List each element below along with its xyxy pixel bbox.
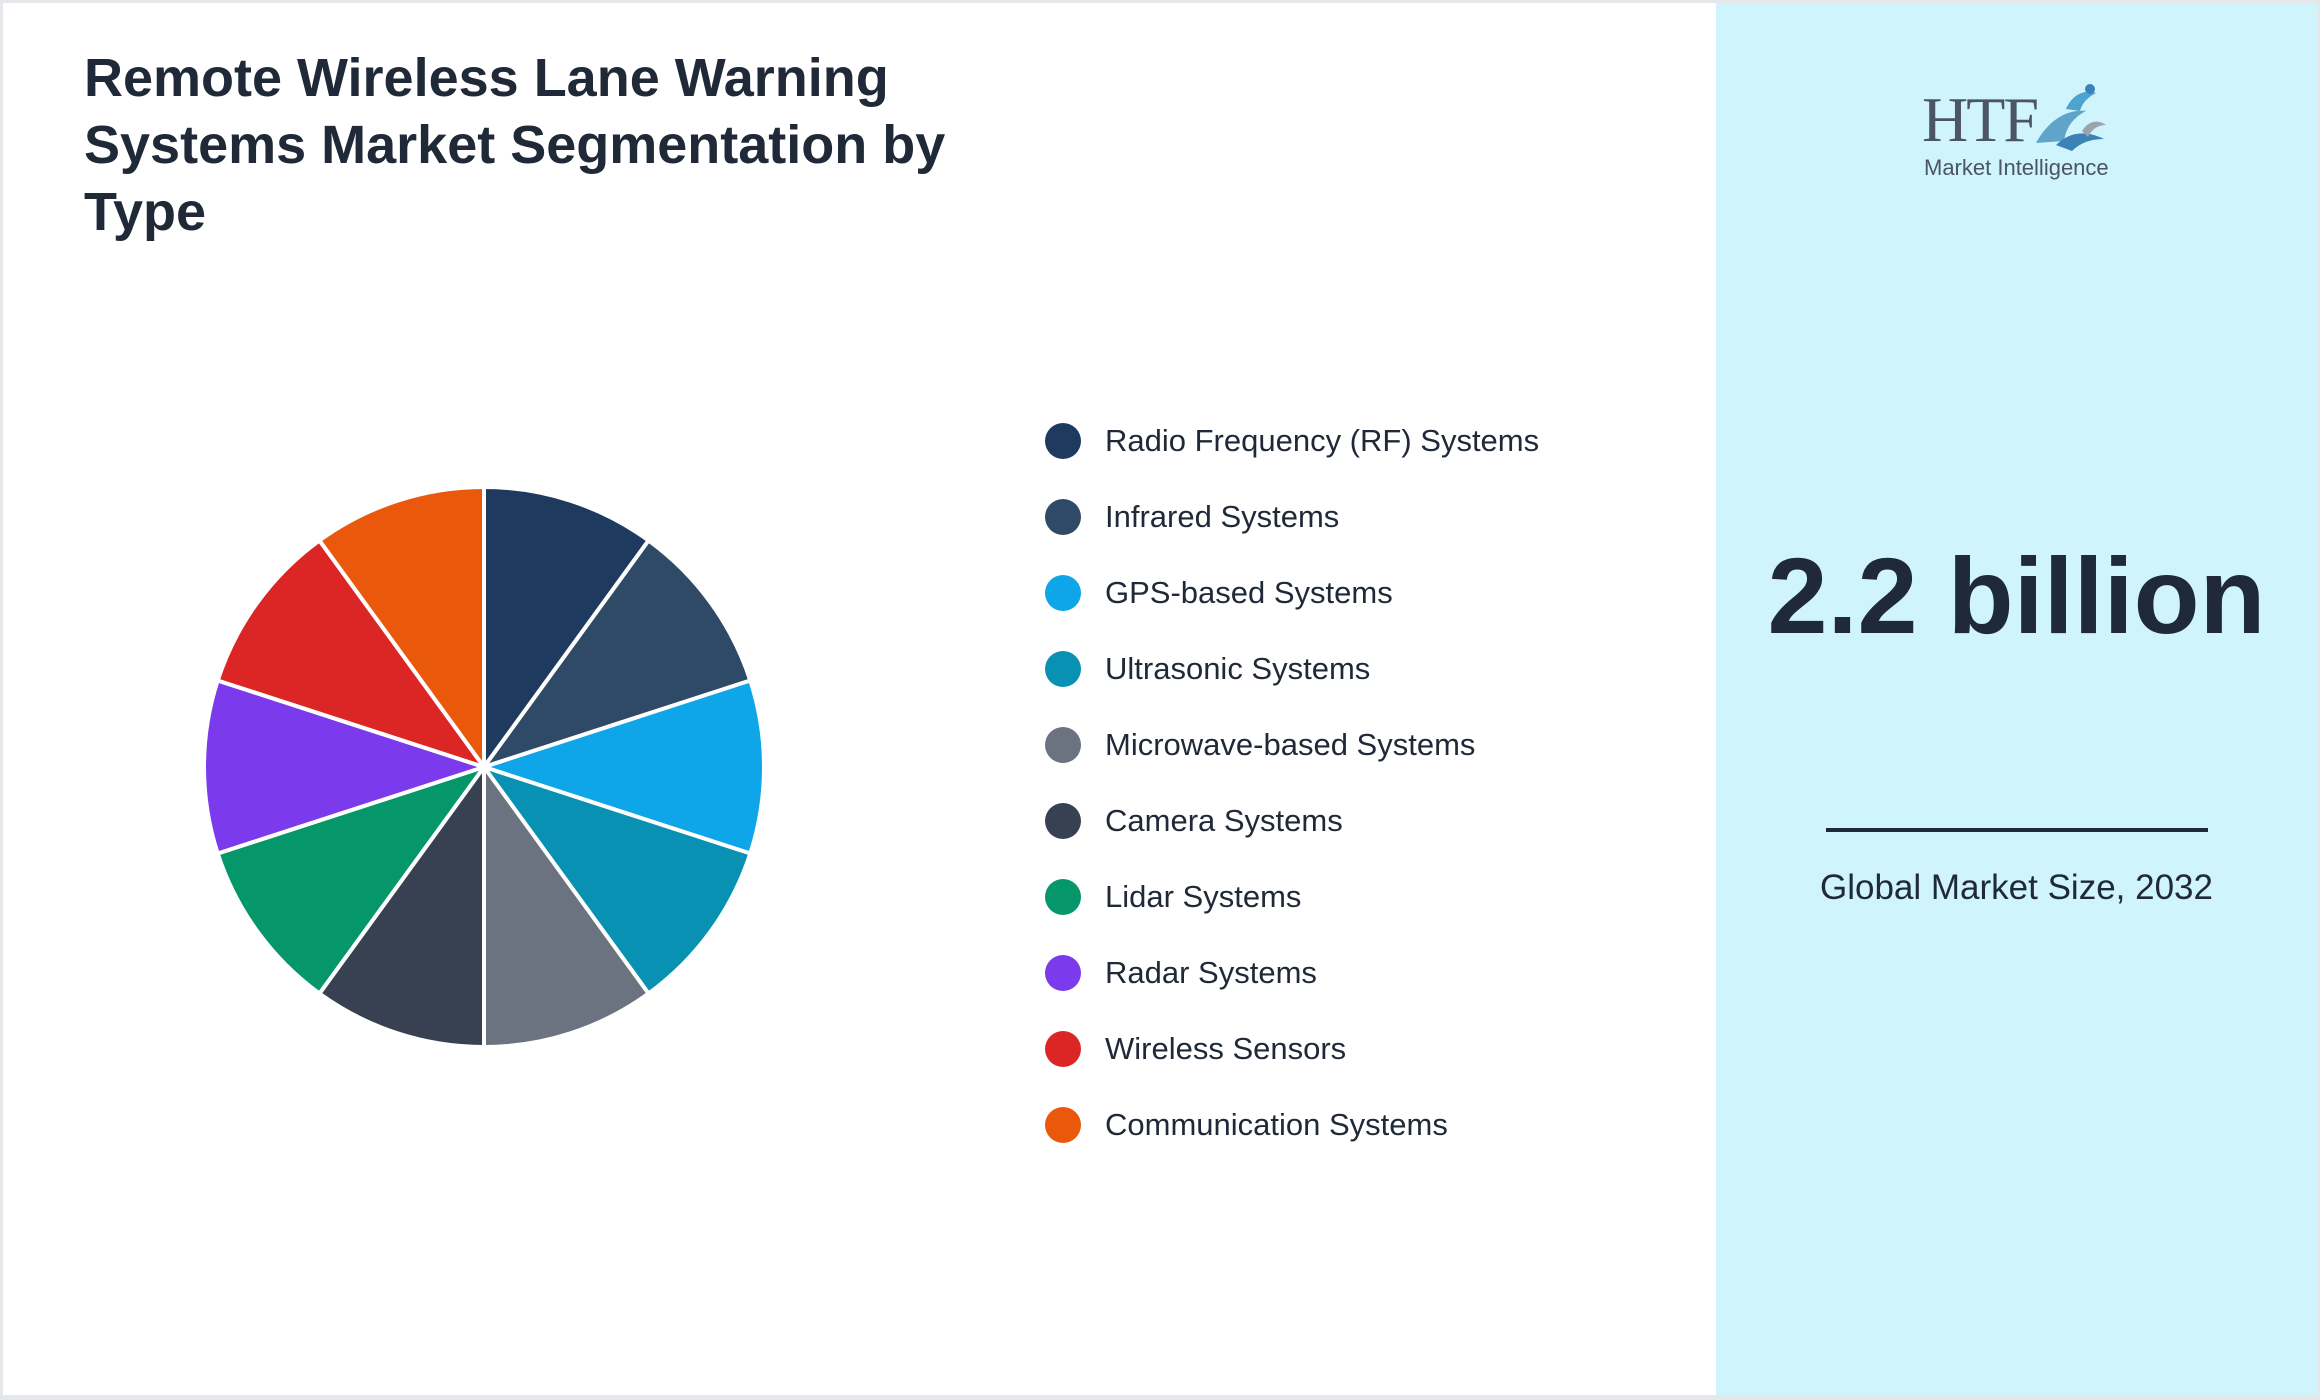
legend-item: Communication Systems: [1045, 1087, 1539, 1163]
logo-subtitle: Market Intelligence: [1924, 155, 2109, 180]
legend-label: Camera Systems: [1105, 803, 1343, 838]
legend-item: Radar Systems: [1045, 935, 1539, 1011]
chart-title: Remote Wireless Lane Warning Systems Mar…: [84, 48, 946, 242]
legend-item: Camera Systems: [1045, 783, 1539, 859]
pie-slice-2: [482, 538, 753, 769]
legend-item: GPS-based Systems: [1045, 555, 1539, 631]
legend-label: Radar Systems: [1105, 955, 1317, 990]
pie-slice-8: [202, 678, 486, 856]
pie-slice-1: [482, 485, 651, 769]
legend-item: Ultrasonic Systems: [1045, 631, 1539, 707]
legend-swatch: [1045, 575, 1081, 611]
legend-label: Infrared Systems: [1105, 499, 1340, 534]
legend-swatch: [1045, 727, 1081, 763]
legend-item: Microwave-based Systems: [1045, 707, 1539, 783]
legend-label: Microwave-based Systems: [1105, 727, 1476, 762]
pie-slice-7: [215, 765, 486, 996]
legend-label: Lidar Systems: [1105, 879, 1302, 914]
legend-label: Ultrasonic Systems: [1105, 651, 1371, 686]
legend-swatch: [1045, 803, 1081, 839]
chart-panel: Remote Wireless Lane Warning Systems Mar…: [3, 3, 1716, 1395]
legend-item: Lidar Systems: [1045, 859, 1539, 935]
legend-label: Wireless Sensors: [1105, 1031, 1347, 1066]
infographic-frame: Remote Wireless Lane Warning Systems Mar…: [3, 3, 2317, 1395]
legend-item: Radio Frequency (RF) Systems: [1045, 403, 1539, 479]
pie-slice-3: [482, 678, 766, 856]
stat-divider: [1826, 828, 2208, 832]
legend-swatch: [1045, 1107, 1081, 1143]
pie-slice-10: [317, 485, 486, 769]
pie-chart: [202, 485, 766, 1049]
pie-slice-6: [317, 765, 486, 1049]
legend-swatch: [1045, 423, 1081, 459]
htf-logo: HTF Market Intelligence: [1922, 81, 2112, 191]
legend-item: Wireless Sensors: [1045, 1011, 1539, 1087]
legend-item: Infrared Systems: [1045, 479, 1539, 555]
legend-swatch: [1045, 955, 1081, 991]
legend-swatch: [1045, 1031, 1081, 1067]
market-size-value: 2.2 billion: [1767, 535, 2266, 656]
logo-brand: HTF: [1922, 84, 2039, 155]
summary-panel: HTF Market Intelligence 2.2 billion Glob…: [1716, 3, 2317, 1395]
market-size-caption: Global Market Size, 2032: [1820, 868, 2213, 907]
legend-label: Communication Systems: [1105, 1107, 1448, 1142]
legend-swatch: [1045, 879, 1081, 915]
chart-legend: Radio Frequency (RF) Systems Infrared Sys…: [1045, 403, 1539, 1163]
pie-slice-5: [482, 765, 651, 1049]
pie-slice-4: [482, 765, 753, 996]
legend-swatch: [1045, 651, 1081, 687]
dolphin-wave-logo-icon: [2036, 84, 2106, 151]
legend-label: Radio Frequency (RF) Systems: [1105, 423, 1540, 458]
legend-label: GPS-based Systems: [1105, 575, 1393, 610]
pie-slice-9: [215, 538, 486, 769]
legend-swatch: [1045, 499, 1081, 535]
